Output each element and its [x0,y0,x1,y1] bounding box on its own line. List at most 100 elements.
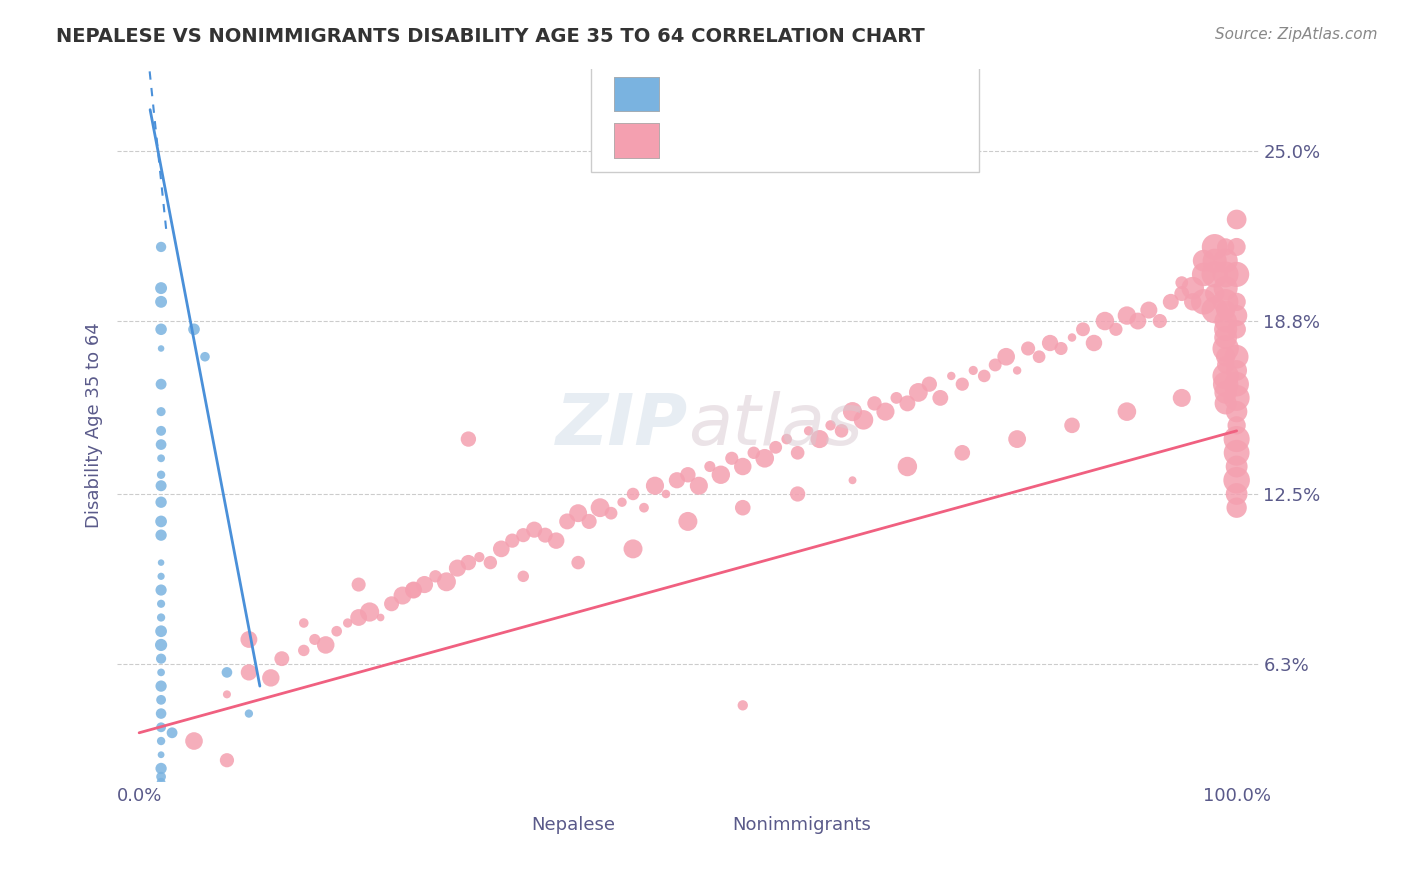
Point [929,391,952,405]
Point [150,424,173,438]
Y-axis label: Disability Age 35 to 64: Disability Age 35 to 64 [86,323,103,528]
Point [1204,268,1226,282]
Point [534,528,557,542]
Point [776,432,799,446]
Point [491,541,513,556]
Point [1215,368,1237,383]
Point [995,350,1018,364]
Point [413,577,436,591]
Point [786,487,808,501]
Point [546,533,568,548]
Point [1215,342,1237,356]
Point [1060,418,1083,433]
FancyBboxPatch shape [613,123,659,158]
Point [1226,212,1249,227]
Text: Nonimmigrants: Nonimmigrants [733,816,872,834]
Point [1126,314,1149,328]
Point [150,281,173,295]
Point [1204,253,1226,268]
Point [841,404,863,418]
Point [731,459,754,474]
Point [589,500,612,515]
Point [1204,303,1226,318]
Point [633,500,655,515]
Point [292,615,315,630]
Point [621,541,644,556]
Text: ZIP: ZIP [555,391,688,460]
Text: R = 0.453: R = 0.453 [676,85,775,103]
Point [238,665,260,680]
Point [1215,281,1237,295]
Point [150,569,173,583]
Point [1115,404,1137,418]
Point [347,577,370,591]
Point [479,556,502,570]
Point [1060,330,1083,344]
Point [1005,363,1028,377]
Point [1226,322,1249,336]
Point [720,451,742,466]
Point [183,734,205,748]
Point [1215,350,1237,364]
Point [150,706,173,721]
Point [1192,253,1215,268]
Point [150,770,173,784]
Point [1215,303,1237,318]
Point [512,528,534,542]
Point [150,515,173,529]
Point [457,432,479,446]
Point [688,479,710,493]
Point [325,624,347,639]
Point [1226,500,1249,515]
Point [150,556,173,570]
Point [578,515,600,529]
Point [699,459,721,474]
Point [446,561,468,575]
Point [886,391,908,405]
Text: N =  39: N = 39 [831,85,911,103]
Point [907,385,929,400]
FancyBboxPatch shape [613,123,659,158]
Point [765,440,787,454]
Point [797,424,820,438]
Point [402,582,425,597]
Point [786,446,808,460]
Point [1017,342,1039,356]
Point [1050,342,1073,356]
Text: NEPALESE VS NONIMMIGRANTS DISABILITY AGE 35 TO 64 CORRELATION CHART: NEPALESE VS NONIMMIGRANTS DISABILITY AGE… [56,27,925,45]
Point [150,651,173,665]
Point [150,780,173,795]
Point [1181,294,1204,309]
Point [655,487,678,501]
Point [676,515,699,529]
Point [610,495,633,509]
Point [359,605,381,619]
Point [1171,276,1194,290]
Point [1215,268,1237,282]
Point [831,424,853,438]
FancyBboxPatch shape [471,811,505,836]
Point [150,377,173,392]
Point [270,651,292,665]
Point [150,495,173,509]
Point [984,358,1007,372]
Point [676,467,699,482]
Point [391,589,413,603]
Point [150,720,173,734]
Point [808,432,831,446]
Point [150,638,173,652]
Point [1028,350,1050,364]
Point [1226,459,1249,474]
Point [1215,358,1237,372]
Point [567,506,589,520]
Point [1226,309,1249,323]
Point [1192,268,1215,282]
Point [1226,432,1249,446]
Point [150,693,173,707]
Point [1215,385,1237,400]
Point [150,665,173,680]
Point [941,368,963,383]
Point [731,698,754,713]
Point [1215,396,1237,410]
Point [644,479,666,493]
